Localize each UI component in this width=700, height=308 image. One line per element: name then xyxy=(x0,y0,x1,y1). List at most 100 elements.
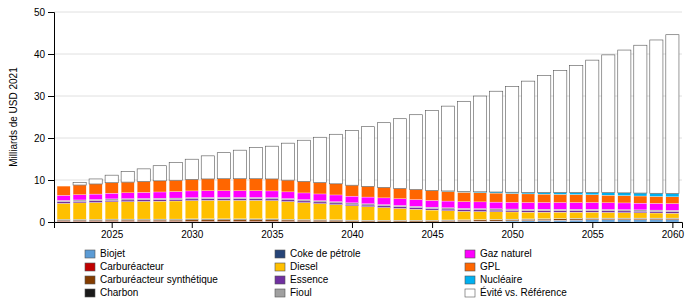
bar-segment xyxy=(249,221,262,222)
bar-segment xyxy=(217,197,230,198)
bar-segment xyxy=(474,210,487,212)
bar-segment xyxy=(506,220,519,221)
tick: 2030 xyxy=(181,222,204,240)
bar-segment xyxy=(522,210,535,212)
bar-segment xyxy=(538,209,551,210)
bar-segment xyxy=(297,193,310,200)
bar-segment xyxy=(650,40,663,193)
bar-segment xyxy=(153,220,166,221)
bar-segment xyxy=(538,219,551,220)
tick-label: 0 xyxy=(39,217,45,228)
bar-segment xyxy=(586,219,599,220)
bar-segment xyxy=(361,205,374,207)
bar-segment xyxy=(650,210,663,211)
bar-segment xyxy=(89,179,102,184)
tick-mark xyxy=(672,222,673,228)
tick-label: 2055 xyxy=(582,229,605,240)
bar-segment xyxy=(185,221,198,222)
bar-segment xyxy=(602,219,615,220)
bar-segment xyxy=(634,45,647,193)
bar-segment xyxy=(554,220,567,222)
bar-segment xyxy=(281,220,294,221)
bar-segment xyxy=(570,219,583,220)
bar-segment xyxy=(426,221,439,222)
bar-segment xyxy=(522,220,535,221)
bar-segment xyxy=(185,179,198,191)
legend-swatch xyxy=(275,289,285,297)
bar-segment xyxy=(634,211,647,213)
bar-segment xyxy=(169,201,182,219)
bar-segment xyxy=(233,220,246,221)
bar-segment xyxy=(217,191,230,198)
bar-segment xyxy=(361,204,374,205)
bar-segment xyxy=(153,192,166,198)
bar-segment xyxy=(313,202,326,204)
bar-segment xyxy=(265,199,278,201)
bar-segment xyxy=(121,221,134,222)
bar-segment xyxy=(217,179,230,191)
bar-segment xyxy=(89,184,102,194)
bar-segment xyxy=(249,148,262,179)
bar-segment xyxy=(137,192,150,198)
bar-segment xyxy=(377,123,390,188)
tick-mark xyxy=(432,222,433,228)
bar-segment xyxy=(442,209,455,211)
bar-segment xyxy=(393,205,406,206)
bar-segment xyxy=(281,202,294,220)
bar-segment xyxy=(169,198,182,199)
bar-segment xyxy=(201,197,214,198)
bar-segment xyxy=(361,207,374,220)
tick-mark xyxy=(48,12,54,13)
bar-segment xyxy=(426,207,439,208)
bar-segment xyxy=(73,222,86,223)
bar-segment xyxy=(249,191,262,198)
bar-segment xyxy=(602,209,615,210)
bar-segment xyxy=(586,210,599,212)
bar-segment xyxy=(201,222,214,223)
legend-item: Essence xyxy=(275,274,329,285)
bar-segment xyxy=(89,221,102,222)
bar-segment xyxy=(105,193,118,199)
bar-segment xyxy=(490,209,503,210)
bar-segment xyxy=(666,193,679,196)
bar-segment xyxy=(586,218,599,219)
bar-segment xyxy=(586,220,599,222)
bar-segment xyxy=(490,220,503,221)
bar-segment xyxy=(121,199,134,200)
bar-segment xyxy=(121,202,134,219)
tick: 2025 xyxy=(101,222,124,240)
grid xyxy=(54,12,682,222)
tick-mark xyxy=(192,222,193,228)
bar-segment xyxy=(201,199,214,201)
bar-segment xyxy=(249,200,262,218)
bar-segment xyxy=(121,222,134,223)
bar-segment xyxy=(650,203,663,210)
bars xyxy=(57,35,679,222)
legend-label: Gaz naturel xyxy=(480,248,532,259)
bar-segment xyxy=(458,211,471,219)
bar-segment xyxy=(169,222,182,223)
bar-segment xyxy=(265,222,278,223)
bar-segment xyxy=(586,203,599,210)
bar-segment xyxy=(313,137,326,182)
legend-swatch xyxy=(465,289,475,297)
tick: 2035 xyxy=(261,222,284,240)
bar-segment xyxy=(377,221,390,222)
legend-swatch xyxy=(465,250,475,258)
bar-segment xyxy=(554,203,567,210)
tick-mark xyxy=(512,222,513,228)
bar-segment xyxy=(634,210,647,211)
bar-segment xyxy=(345,131,358,186)
bar-segment xyxy=(73,185,86,195)
bar-segment xyxy=(474,221,487,222)
tick: 50 xyxy=(34,7,54,18)
bar-segment xyxy=(121,200,134,202)
bar-segment xyxy=(506,220,519,221)
axis-line xyxy=(48,13,55,223)
bar-segment xyxy=(506,212,519,219)
bar-segment xyxy=(345,221,358,222)
bar-segment xyxy=(377,221,390,222)
bar-segment xyxy=(409,206,422,207)
tick: 2040 xyxy=(341,222,364,240)
tick-label: 30 xyxy=(34,91,46,102)
